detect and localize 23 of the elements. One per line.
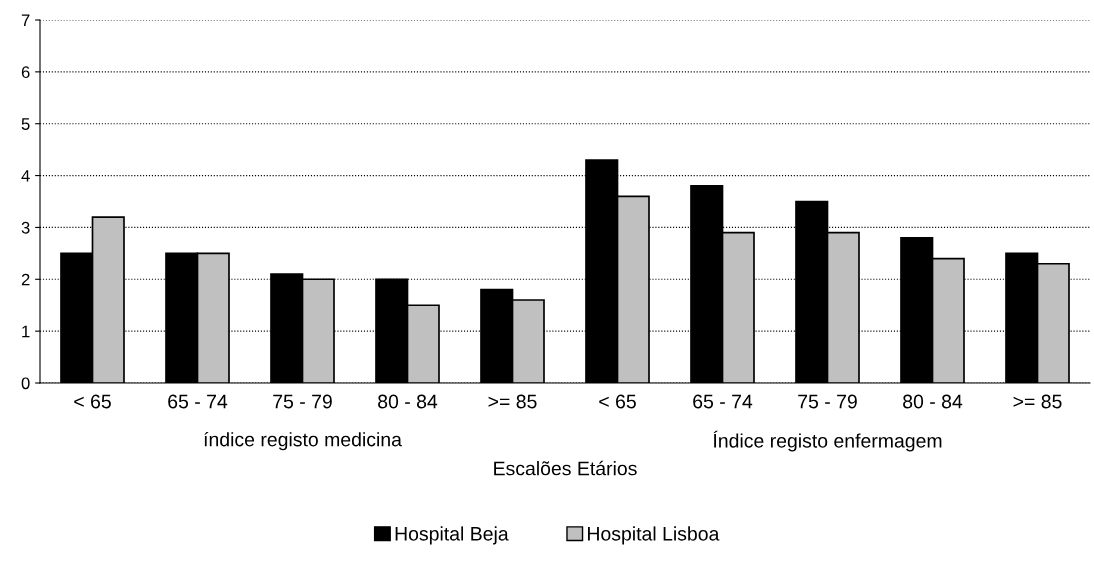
y-tick-label: 3 — [21, 221, 30, 234]
y-tick-label: 1 — [22, 325, 30, 338]
legend-label: Hospital Beja — [395, 526, 509, 545]
x-tick-label: 75 - 79 — [273, 394, 332, 409]
x-tick-label: 65 - 74 — [693, 394, 753, 409]
x-tick-label: < 65 — [74, 394, 111, 409]
x-tick-label: 75 - 79 — [798, 394, 857, 409]
y-tick-label: 5 — [21, 118, 30, 130]
x-tick-label: >= 85 — [488, 394, 537, 409]
x-axis-title: Escalões Etários — [494, 460, 637, 476]
y-tick-label: 7 — [21, 14, 30, 27]
y-tick-label: 4 — [21, 170, 30, 182]
text: índice registo medicina — [204, 431, 402, 451]
x-tick-label: 80 - 84 — [903, 394, 963, 409]
x-tick-label: 80 - 84 — [378, 394, 438, 409]
legend-label: Hospital Lisboa — [588, 526, 720, 545]
y-tick-label: 0 — [21, 377, 30, 390]
y-tick-label: 2 — [21, 273, 30, 286]
y-tick-label: 6 — [21, 66, 30, 79]
x-tick-label: < 65 — [599, 394, 636, 409]
x-tick-label: 65 - 74 — [168, 394, 228, 409]
x-tick-label: >= 85 — [1013, 394, 1062, 409]
text: Índice registo enfermagem — [713, 430, 942, 452]
